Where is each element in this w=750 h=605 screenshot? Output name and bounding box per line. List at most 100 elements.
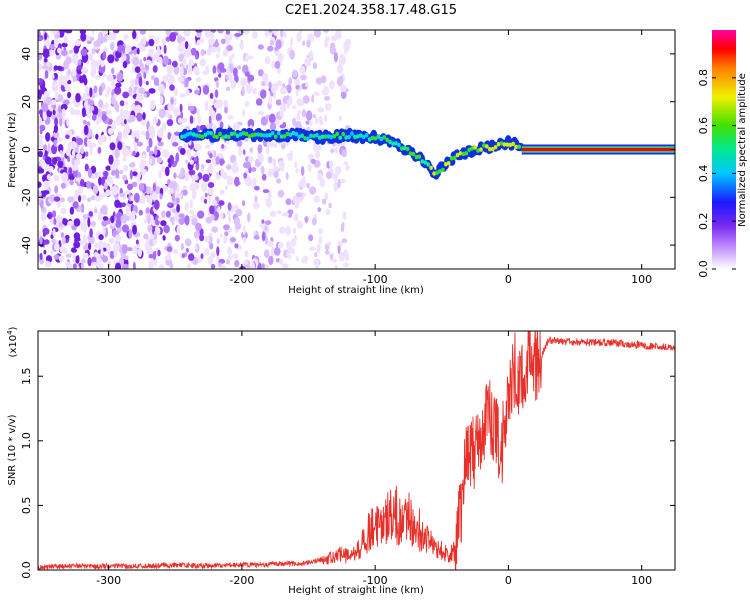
ridge-inner-blob (300, 133, 304, 138)
spectral-noise-blob (317, 207, 322, 213)
spectral-noise-blob (171, 208, 177, 214)
spectral-noise-blob (94, 251, 98, 258)
spectral-noise-blob (106, 86, 110, 96)
spectral-noise-blob (163, 44, 167, 54)
spectral-noise-blob (82, 213, 89, 220)
spectral-noise-blob (73, 232, 81, 240)
spectral-noise-blob (88, 242, 92, 251)
spectral-noise-blob (70, 141, 77, 150)
spectral-noise-blob (282, 212, 290, 217)
spectral-noise-blob (122, 91, 130, 99)
spectral-noise-blob (134, 78, 139, 86)
spectral-noise-blob (139, 30, 146, 35)
spectral-noise-blob (157, 249, 161, 257)
spectral-noise-blob (233, 67, 238, 78)
ridge-inner-blob (180, 134, 184, 139)
spectral-noise-blob (160, 220, 167, 227)
spectral-noise-blob (161, 149, 169, 158)
spectral-noise-blob (140, 168, 146, 176)
spectral-noise-blob (113, 93, 118, 98)
spectral-noise-blob (183, 143, 188, 149)
spectral-noise-blob (134, 100, 139, 106)
spectral-noise-blob (161, 210, 166, 219)
spectral-noise-blob (159, 193, 163, 200)
spectral-noise-blob (38, 89, 42, 100)
spectral-noise-blob (176, 196, 180, 204)
spectral-noise-blob (38, 137, 43, 148)
ridge-inner-blob (367, 137, 372, 142)
ridge-inner-blob (335, 131, 340, 137)
spectral-noise-blob (104, 244, 112, 253)
spectral-noise-blob (69, 206, 75, 215)
spectral-noise-blob (145, 207, 150, 214)
spectral-noise-blob (123, 34, 129, 40)
colorbar-tick-label: 0.8 (697, 69, 710, 87)
spectral-noise-blob (65, 235, 70, 240)
spectral-noise-blob (143, 72, 147, 79)
ridge-inner-blob (408, 151, 413, 156)
spectral-noise-blob (325, 208, 331, 216)
spectral-noise-blob (308, 234, 314, 242)
spectral-noise-blob (95, 133, 99, 140)
spectral-noise-blob (260, 80, 266, 87)
x-tick-label: -200 (229, 574, 254, 587)
spectral-noise-blob (102, 227, 106, 236)
spectral-noise-blob (318, 115, 323, 123)
y-tick-label: 0.5 (20, 497, 33, 515)
ridge-inner-blob (241, 131, 246, 136)
spectral-noise-blob (219, 189, 225, 195)
spectral-noise-blob (54, 117, 59, 127)
spectral-noise-blob (45, 96, 52, 106)
spectral-noise-blob (215, 113, 222, 122)
spectral-noise-blob (111, 120, 117, 131)
spectral-noise-blob (70, 247, 78, 253)
spectral-noise-blob (106, 75, 114, 82)
spectral-noise-blob (169, 32, 177, 42)
spectral-noise-blob (285, 198, 292, 206)
spectral-noise-blob (186, 147, 191, 158)
spectral-noise-blob (246, 55, 254, 60)
spectral-noise-blob (193, 157, 198, 163)
spectral-noise-blob (323, 95, 331, 101)
spectral-noise-blob (39, 160, 45, 168)
ridge-inner-blob (303, 136, 307, 141)
spectral-noise-blob (242, 149, 246, 156)
spectral-noise-blob (53, 124, 59, 133)
spectral-noise-blob (306, 39, 311, 48)
spectral-noise-blob (188, 169, 196, 176)
spectral-noise-blob (295, 168, 299, 174)
spectral-noise-blob (197, 114, 201, 125)
spectral-noise-blob (306, 182, 310, 189)
spectral-noise-blob (184, 40, 189, 50)
spectral-noise-blob (86, 138, 91, 148)
spectral-noise-blob (77, 188, 83, 195)
spectral-noise-blob (80, 221, 84, 231)
spectral-noise-blob (261, 231, 266, 242)
spectral-noise-blob (43, 144, 47, 151)
spectral-noise-blob (133, 48, 138, 55)
ridge-inner-blob (485, 144, 489, 149)
ridge-inner-blob (297, 134, 302, 139)
spectral-noise-blob (309, 186, 317, 195)
spectral-noise-blob (194, 151, 199, 157)
spectral-noise-blob (115, 234, 121, 243)
spectral-noise-blob (176, 34, 183, 44)
spectral-noise-blob (297, 221, 304, 229)
figure-title: C2E1.2024.358.17.48.G15 (285, 3, 457, 18)
spectral-noise-blob (311, 217, 317, 226)
spectral-noise-blob (125, 44, 132, 53)
spectral-noise-blob (199, 58, 206, 67)
spectral-noise-blob (205, 159, 212, 164)
spectral-noise-blob (159, 264, 164, 269)
spectral-noise-blob (143, 233, 149, 240)
spectral-noise-blob (61, 42, 68, 48)
spectral-noise-blob (181, 189, 188, 196)
spectral-noise-blob (168, 162, 172, 168)
spectral-noise-blob (334, 166, 342, 175)
ridge-inner-blob (235, 133, 240, 138)
ridge-inner-blob (206, 130, 211, 135)
ridge-inner-blob (435, 170, 439, 175)
spectral-noise-blob (195, 222, 202, 232)
spectral-noise-blob (38, 150, 43, 158)
steady-band-core (521, 147, 675, 152)
